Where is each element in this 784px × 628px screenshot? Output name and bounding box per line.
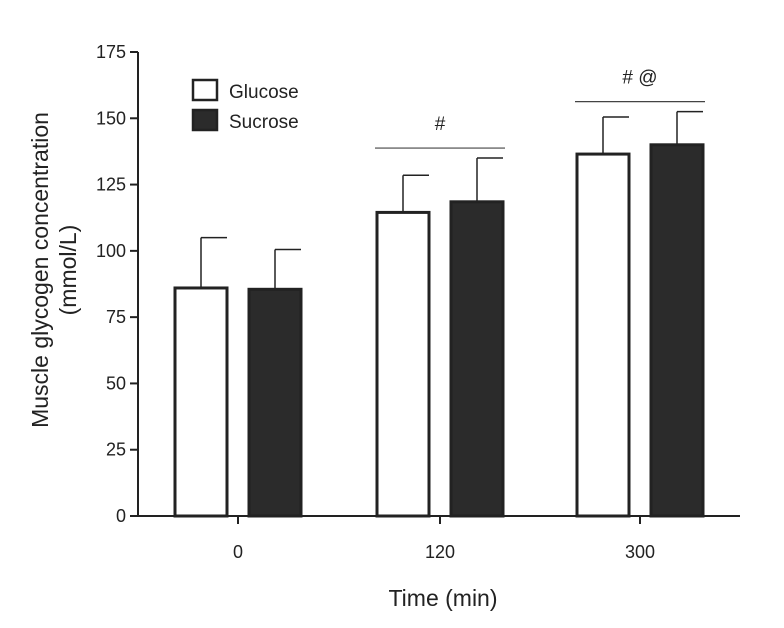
x-tick-label: 0 — [233, 542, 243, 562]
y-tick-label: 125 — [96, 175, 126, 195]
legend-label-glucose: Glucose — [229, 82, 299, 103]
y-axis-title-unit: (mmol/L) — [55, 225, 81, 316]
y-tick-label: 0 — [116, 506, 126, 526]
y-axis-title: Muscle glycogen concentration — [27, 112, 53, 428]
y-tick-label: 175 — [96, 42, 126, 62]
legend-swatch-glucose — [191, 78, 219, 102]
significance-marker: # — [435, 114, 446, 135]
x-tick-label: 120 — [425, 542, 455, 562]
bar-glucose — [375, 210, 431, 518]
x-axis-title: Time (min) — [388, 585, 497, 611]
y-tick-label: 25 — [106, 440, 126, 460]
y-tick-label: 100 — [96, 241, 126, 261]
x-tick-label: 300 — [625, 542, 655, 562]
bar-glucose — [575, 152, 631, 518]
legend-swatch-sucrose — [191, 108, 219, 132]
bar-glucose — [173, 286, 229, 518]
bar-sucrose — [247, 287, 303, 518]
significance-marker: # @ — [622, 68, 657, 89]
bar-sucrose — [449, 200, 505, 518]
bar-sucrose — [649, 143, 705, 518]
y-tick-label: 150 — [96, 108, 126, 128]
y-tick-label: 75 — [106, 307, 126, 327]
legend-label-sucrose: Sucrose — [229, 112, 299, 133]
y-tick-label: 50 — [106, 373, 126, 393]
plot-area: 0 25 50 75 100 125 150 175 0 120 300 Time (min) Musc… — [27, 42, 740, 611]
